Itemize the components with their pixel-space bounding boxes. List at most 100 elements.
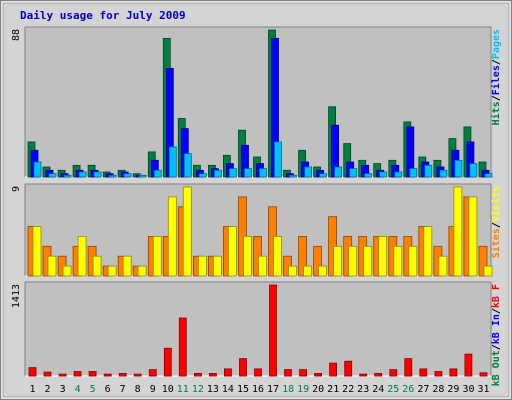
bar-visits-day-6 (107, 265, 117, 277)
x-tick-label: 28 (432, 384, 444, 395)
x-tick-label: 20 (312, 384, 324, 395)
bar-kb-f-day-24 (374, 372, 383, 377)
x-tick-label: 7 (120, 384, 126, 395)
x-tick-label: 22 (342, 384, 354, 395)
x-tick-label: 12 (192, 384, 204, 395)
bar-sites-day-19 (298, 235, 308, 277)
bar-kb-f-day-29 (449, 368, 458, 377)
legend-entry: kB F (491, 284, 502, 308)
bar-pages-day-27 (424, 164, 433, 178)
bar-kb-f-day-12 (193, 372, 202, 377)
bar-visits-day-12 (197, 255, 207, 277)
x-tick-label: 10 (162, 384, 174, 395)
legend-visits-sites: Sites/Visits (490, 186, 502, 258)
x-tick-label: 19 (297, 384, 309, 395)
bar-kb-f-day-16 (254, 368, 262, 377)
bar-kb-f-day-20 (314, 372, 323, 377)
bar-visits-day-29 (453, 186, 463, 277)
legend-entry: kB Out (491, 350, 502, 386)
chart-title: Daily usage for July 2009 (20, 9, 186, 22)
bar-visits-day-16 (258, 255, 267, 277)
bar-visits-day-11 (182, 186, 192, 277)
bar-pages-day-3 (63, 174, 72, 178)
legend-entry: / (491, 308, 502, 314)
bar-visits-day-20 (318, 265, 328, 277)
bar-pages-day-13 (213, 169, 222, 178)
bar-sites-day-31 (478, 245, 488, 277)
bar-kb-f-day-5 (88, 371, 97, 377)
bar-visits-day-17 (273, 235, 282, 277)
x-tick-label: 17 (267, 384, 279, 395)
legend-entry: / (491, 344, 502, 350)
bar-kb-f-day-25 (389, 369, 398, 377)
bar-pages-day-30 (469, 163, 478, 178)
x-tick-label: 1 (29, 384, 35, 395)
bar-pages-day-17 (274, 141, 282, 178)
bar-kb-f-day-3 (58, 373, 67, 377)
legend-kbytes: kB Out/kB In/kB F (491, 284, 502, 386)
bar-kb-f-day-11 (178, 317, 187, 377)
bar-visits-day-9 (152, 235, 162, 277)
bar-pages-day-22 (349, 168, 358, 178)
x-tick-label: 21 (327, 384, 339, 395)
x-tick-label: 15 (237, 384, 249, 395)
bar-pages-day-31 (484, 173, 493, 178)
legend-entry: Hits (490, 101, 502, 125)
y-max-label: 88 (11, 29, 22, 41)
legend-entry: Sites (490, 228, 502, 258)
legend-entry: Pages (491, 29, 502, 59)
x-tick-label: 13 (207, 384, 219, 395)
bar-pages-day-12 (198, 173, 207, 178)
legend-entry: / (491, 222, 502, 228)
bar-visits-day-8 (137, 265, 147, 277)
bar-pages-day-4 (78, 171, 87, 178)
bar-visits-day-2 (47, 255, 57, 277)
bar-kb-f-day-2 (43, 371, 52, 377)
bar-visits-day-21 (333, 245, 343, 277)
bar-pages-day-23 (364, 173, 373, 178)
bar-visits-day-5 (92, 255, 102, 277)
bar-pages-day-19 (304, 166, 313, 178)
x-tick-label: 26 (402, 384, 414, 395)
bar-kb-f-day-27 (419, 368, 428, 377)
bar-kb-f-day-6 (103, 373, 112, 377)
bar-pages-day-15 (244, 168, 252, 178)
bar-kb-f-day-28 (434, 371, 443, 377)
x-tick-label: 30 (462, 384, 474, 395)
bar-pages-day-25 (394, 171, 403, 178)
bar-pages-day-10 (168, 146, 177, 178)
bar-kb-f-day-1 (28, 367, 37, 377)
bar-pages-day-20 (319, 173, 328, 178)
bar-kb-f-day-8 (133, 373, 142, 377)
bar-kb-f-day-26 (404, 358, 413, 377)
legend-entry: Visits (490, 186, 502, 222)
bar-visits-day-3 (62, 265, 72, 277)
bar-pages-day-18 (289, 174, 297, 178)
bar-visits-day-13 (212, 255, 222, 277)
x-tick-label: 6 (105, 384, 111, 395)
x-tick-label: 27 (417, 384, 429, 395)
bar-sites-day-20 (313, 245, 323, 277)
panel-hits-files-pages: 88 Hits/Files/Pages (11, 26, 502, 178)
bar-visits-day-23 (363, 245, 373, 277)
panel-visits-sites: 9 Sites/Visits (11, 183, 502, 277)
bar-kb-f-day-9 (148, 369, 157, 377)
bar-visits-day-1 (32, 226, 42, 277)
bar-kb-f-day-23 (359, 373, 368, 377)
bar-kb-f-day-17 (269, 284, 277, 377)
legend-entry: Files (490, 65, 502, 95)
legend-hits-files-pages: Hits/Files/Pages (490, 29, 502, 125)
bar-visits-day-24 (378, 235, 388, 277)
bar-visits-day-7 (122, 255, 132, 277)
bar-pages-day-14 (228, 168, 237, 178)
bar-pages-day-5 (93, 171, 102, 178)
x-tick-label: 8 (135, 384, 141, 395)
bar-visits-day-27 (423, 226, 433, 277)
bar-visits-day-22 (348, 245, 358, 277)
x-axis: 1 2 3 4 5 6 7 8 9 10 11 12 13 14 15 16 17 18 19 20 21 22 23 24 2… (29, 384, 489, 395)
bar-visits-day-28 (438, 255, 448, 277)
